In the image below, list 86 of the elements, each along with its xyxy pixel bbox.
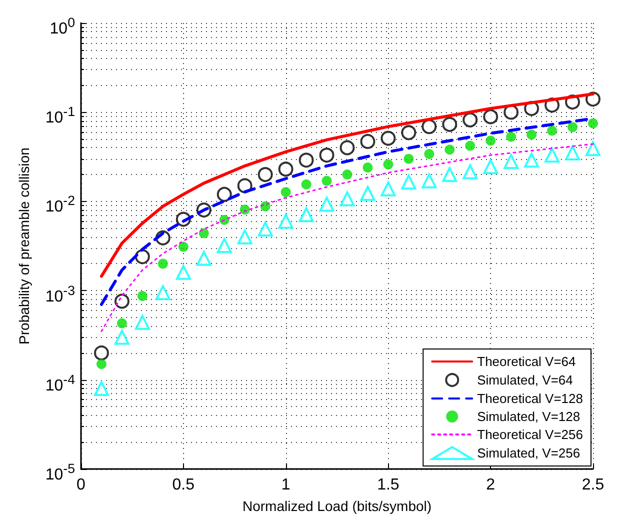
point [258,167,273,182]
point [362,162,373,172]
point [298,152,314,168]
point [137,290,148,301]
point [422,119,437,134]
point [380,181,396,196]
point [568,122,578,132]
point [401,174,416,190]
y-axis-title: Probability of preamble collision [16,148,32,344]
point [422,173,437,188]
point [155,285,170,300]
point [278,162,294,177]
point [240,204,250,215]
point [506,132,516,142]
point [298,207,314,222]
legend-label: Simulated, V=64 [477,372,573,388]
point [176,264,191,280]
y-tick-label: 10$^{-4}$ [45,370,75,396]
point [383,159,394,170]
point [462,112,478,128]
point [178,242,188,252]
point [486,136,496,146]
point [524,152,540,168]
point [380,130,396,146]
point [340,191,355,206]
y-tick-label: 10$^{-2}$ [45,192,75,217]
point [116,318,127,328]
point [258,222,273,237]
point [360,134,376,149]
point [483,109,498,124]
point [424,148,434,159]
point [198,228,209,238]
y-tick-label: 10$^{0}$ [50,14,75,38]
x-tick-label: 0 [76,476,86,494]
point [219,214,230,225]
point [301,179,312,190]
point [504,154,519,170]
point [565,145,580,160]
point [158,258,168,269]
point [404,154,414,164]
y-tick-label: 10$^{-1}$ [45,103,75,128]
y-tick-label: 10$^{-3}$ [45,282,75,306]
point [444,144,455,155]
point [547,126,558,136]
point [322,176,332,186]
x-tick-label: 2 [486,476,496,494]
point [340,140,355,156]
point [483,159,498,174]
point [401,125,416,140]
point [216,238,232,254]
legend-label: Simulated, V=256 [477,446,580,460]
point [442,167,458,182]
point [96,359,106,370]
point [319,148,334,163]
point [462,164,478,180]
x-tick-label: 1 [281,476,290,494]
point [588,118,598,128]
point [526,130,537,140]
legend-label: Theoretical V=256 [477,427,583,442]
point [319,196,334,212]
legend-label: Theoretical V=128 [477,391,583,406]
point [94,345,109,360]
point [114,294,130,309]
point [196,250,212,266]
legend-label: Simulated, V=128 [477,409,580,424]
point [360,186,376,201]
point [134,249,150,264]
x-tick-label: 2.5 [582,476,604,494]
x-tick-label: 1.5 [377,476,400,494]
point [442,116,458,132]
point [114,330,130,345]
legend-label: Theoretical V=64 [477,354,576,369]
point [504,104,519,120]
point [465,140,476,151]
point [216,186,232,202]
point [94,380,109,396]
point [586,141,600,156]
point [280,187,291,198]
x-axis-title: Normalized Load (bits/symbol) [242,498,432,514]
x-tick-label: 0.5 [172,476,195,494]
point [134,314,150,330]
point [237,229,252,244]
point [278,214,294,229]
point [544,148,560,163]
y-tick-label: 10$^{-5}$ [45,460,75,484]
point [342,170,352,180]
